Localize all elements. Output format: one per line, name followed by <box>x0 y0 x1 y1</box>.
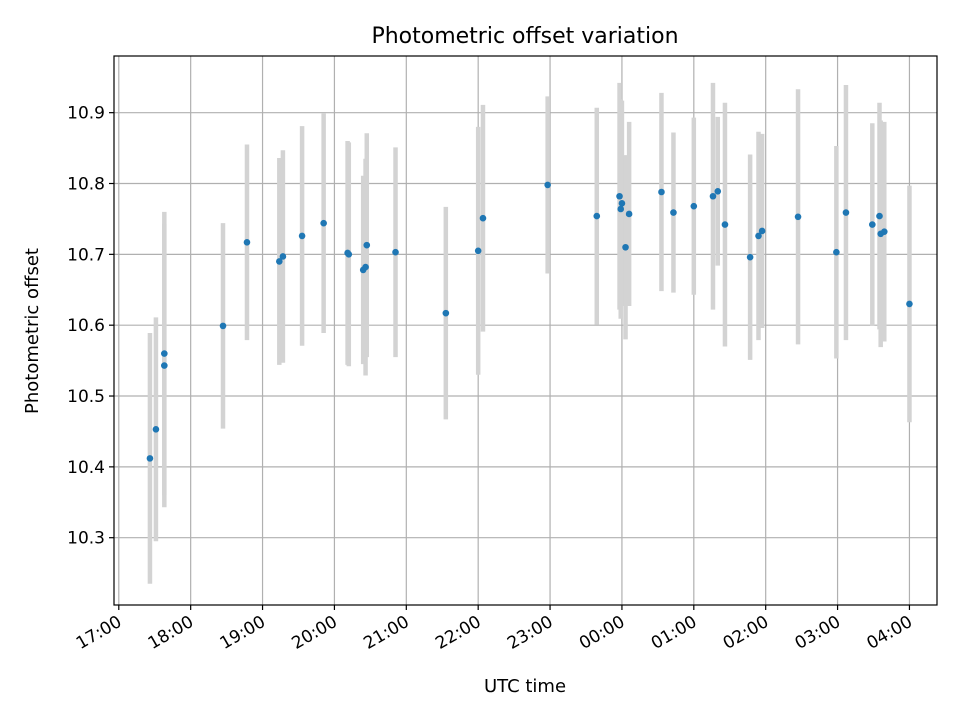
y-tick-label: 10.5 <box>67 387 105 407</box>
data-point <box>544 181 551 189</box>
y-tick-label: 10.6 <box>67 316 105 336</box>
data-point <box>906 300 913 308</box>
data-point <box>219 322 227 330</box>
data-point <box>758 227 766 235</box>
data-point <box>714 188 722 195</box>
data-point <box>392 248 399 256</box>
data-point <box>593 212 601 220</box>
data-point <box>146 455 154 462</box>
data-point <box>794 213 802 221</box>
data-point <box>833 248 840 256</box>
data-point <box>880 228 888 235</box>
y-tick-label: 10.3 <box>67 529 105 549</box>
data-point <box>161 362 168 369</box>
data-point <box>474 247 482 255</box>
data-point <box>362 263 369 271</box>
data-points <box>146 181 913 462</box>
data-point <box>363 241 371 249</box>
data-point <box>243 239 251 246</box>
y-tick-label: 10.4 <box>67 458 105 478</box>
plot-frame <box>113 55 938 606</box>
data-point <box>658 188 665 196</box>
y-tick-label: 10.9 <box>67 104 105 124</box>
data-point <box>625 210 633 218</box>
data-point <box>616 192 623 200</box>
chart-title: Photometric offset variation <box>371 24 678 49</box>
data-point <box>869 221 876 228</box>
data-point <box>622 243 629 251</box>
data-point <box>690 202 698 210</box>
data-point <box>298 232 306 240</box>
data-point <box>479 214 487 222</box>
data-point <box>709 192 717 200</box>
data-point <box>755 232 762 240</box>
data-point <box>442 309 450 317</box>
data-point <box>161 350 168 357</box>
data-point <box>721 221 729 228</box>
y-tick-label: 10.7 <box>67 245 105 265</box>
data-point <box>276 258 283 265</box>
data-point <box>876 212 883 220</box>
y-tick-label: 10.8 <box>67 175 105 195</box>
data-point <box>618 200 626 207</box>
y-axis-label: Photometric offset <box>22 248 43 414</box>
data-point <box>320 219 327 227</box>
data-point <box>617 205 625 213</box>
data-point <box>345 251 353 258</box>
data-point <box>670 209 677 216</box>
y-axis: 10.3 10.4 10.5 10.6 10.7 10.8 10.9 <box>67 104 114 549</box>
data-point <box>279 253 287 260</box>
data-point <box>842 209 850 216</box>
x-axis-label: UTC time <box>484 676 566 697</box>
data-point <box>746 253 754 261</box>
data-point <box>152 426 160 433</box>
